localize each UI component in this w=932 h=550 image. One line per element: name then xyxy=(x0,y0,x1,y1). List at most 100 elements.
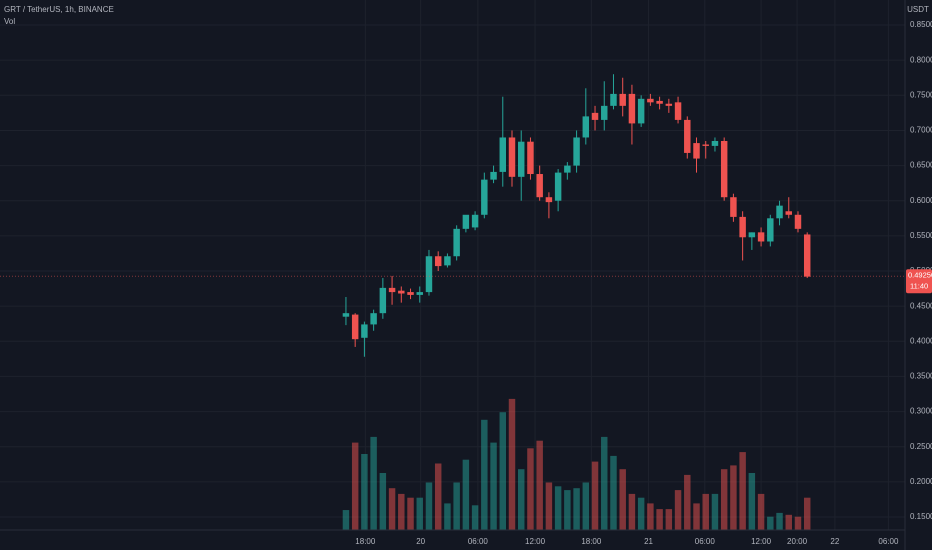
x-tick-label: 06:00 xyxy=(878,537,899,546)
candle-body xyxy=(647,98,654,103)
candle-body xyxy=(665,103,673,106)
candle-body xyxy=(684,119,691,153)
candle-body xyxy=(554,172,562,201)
candle-body xyxy=(490,171,497,180)
candle-body xyxy=(656,100,663,104)
volume-bar xyxy=(748,473,756,530)
candle-body xyxy=(351,314,359,340)
volume-bar xyxy=(628,493,636,530)
candle-body xyxy=(674,102,682,120)
volume-bar xyxy=(776,512,783,530)
candle-body xyxy=(444,256,451,266)
volume-bar xyxy=(508,398,516,530)
candle-body xyxy=(711,140,719,146)
y-tick-label: 0.65000 xyxy=(910,161,932,170)
candle-body xyxy=(776,205,783,219)
volume-bar xyxy=(803,497,811,530)
candle-body xyxy=(637,98,645,124)
y-tick-label: 0.60000 xyxy=(910,196,932,205)
volume-bar xyxy=(416,497,423,530)
candle-body xyxy=(407,292,414,295)
volume-bar xyxy=(453,482,460,530)
candle-body xyxy=(379,287,387,314)
x-tick-label: 06:00 xyxy=(468,537,489,546)
x-tick-label: 18:00 xyxy=(355,537,376,546)
volume-bar xyxy=(499,412,507,530)
candle-body xyxy=(462,214,470,229)
candle-body xyxy=(591,112,599,120)
volume-bar xyxy=(370,436,377,530)
last-price-label: 0.49250 xyxy=(908,270,932,279)
volume-bar xyxy=(398,493,405,530)
x-tick-label: 06:00 xyxy=(695,537,716,546)
volume-bar xyxy=(619,469,626,530)
candle-body xyxy=(601,105,608,120)
volume-bar xyxy=(388,488,396,530)
volume-bar xyxy=(693,503,700,530)
volume-bar xyxy=(610,455,617,530)
volume-bar xyxy=(601,436,608,530)
volume-bar xyxy=(379,473,387,530)
volume-bar xyxy=(527,448,534,530)
y-tick-label: 0.20000 xyxy=(910,477,932,486)
volume-bar xyxy=(702,493,709,530)
candle-body xyxy=(610,93,617,106)
candle-body xyxy=(527,141,534,175)
candle-body xyxy=(628,93,636,124)
x-tick-label: 18:00 xyxy=(581,537,602,546)
y-tick-label: 0.80000 xyxy=(910,55,932,64)
volume-bar xyxy=(481,419,488,530)
candle-body xyxy=(757,232,765,242)
candle-body xyxy=(361,324,368,338)
candle-body xyxy=(536,174,543,198)
candle-body xyxy=(499,137,507,172)
candle-body xyxy=(794,214,802,229)
volume-bar xyxy=(794,516,802,530)
y-tick-label: 0.40000 xyxy=(910,336,932,345)
volume-bar xyxy=(536,440,543,530)
last-price-box xyxy=(906,269,932,294)
currency-label: USDT xyxy=(907,5,929,14)
candle-body xyxy=(342,313,350,317)
candle-body xyxy=(803,234,811,277)
countdown-label: 11:40 xyxy=(910,281,928,290)
y-tick-label: 0.70000 xyxy=(910,126,932,135)
candle-body xyxy=(517,141,525,177)
volume-bar xyxy=(582,482,590,530)
candle-body xyxy=(370,313,377,325)
candle-body xyxy=(545,197,553,203)
volume-bar xyxy=(720,469,728,530)
candle-body xyxy=(481,179,488,215)
volume-bar xyxy=(351,442,359,530)
volume-bar xyxy=(573,488,580,530)
y-tick-label: 0.25000 xyxy=(910,442,932,451)
candle-body xyxy=(785,211,792,215)
volume-bar xyxy=(361,454,368,530)
candle-body xyxy=(573,137,580,166)
volume-bar xyxy=(425,482,433,530)
volume-bar xyxy=(545,482,553,530)
volume-bar xyxy=(462,459,470,530)
y-tick-label: 0.85000 xyxy=(910,20,932,29)
volume-bar xyxy=(637,497,645,530)
y-tick-label: 0.35000 xyxy=(910,372,932,381)
y-tick-label: 0.55000 xyxy=(910,231,932,240)
candle-body xyxy=(425,256,433,293)
candle-body xyxy=(582,116,590,138)
candle-body xyxy=(388,287,396,293)
volume-bar xyxy=(684,474,691,530)
candle-body xyxy=(702,144,709,146)
volume-bar xyxy=(444,503,451,530)
y-tick-label: 0.75000 xyxy=(910,90,932,99)
volume-label: Vol xyxy=(4,17,15,26)
volume-bar xyxy=(647,503,654,530)
candle-body xyxy=(508,137,516,177)
candle-body xyxy=(416,292,423,295)
x-tick-label: 20:00 xyxy=(787,537,808,546)
candle-body xyxy=(767,218,774,242)
y-tick-label: 0.45000 xyxy=(910,301,932,310)
volume-bar xyxy=(739,452,746,530)
volume-bar xyxy=(407,497,414,530)
